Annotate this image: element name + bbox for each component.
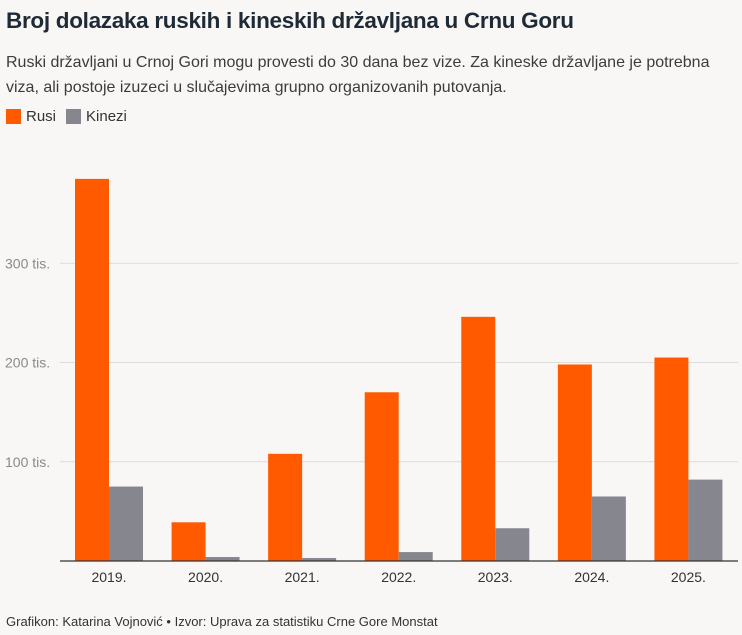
bar-kinezi-2022 [398,552,433,561]
legend: Rusi Kinezi [6,108,137,125]
legend-swatch-rusi [6,109,21,124]
bar-rusi-2025 [654,357,689,561]
bar-kinezi-2019 [109,486,143,561]
x-tick-label: 2020. [188,569,223,585]
bar-rusi-2022 [364,392,399,561]
bar-kinezi-2021 [302,558,337,561]
chart-subtitle: Ruski državljani u Crnoj Gori mogu prove… [6,54,710,96]
bar-rusi-2020 [171,522,206,561]
bar-kinezi-2024 [591,496,626,561]
bar-rusi-2024 [557,364,592,561]
bar-rusi-2019 [75,178,109,561]
bar-kinezi-2020 [205,557,240,561]
footer-credit: Grafikon: Katarina Vojnović • Izvor: Upr… [6,614,438,629]
bar-kinezi-2025 [688,479,723,561]
x-tick-label: 2022. [381,569,416,585]
bar-rusi-2023 [461,316,496,561]
x-tick-label: 2023. [478,569,513,585]
y-tick-label: 300 tis. [5,255,50,271]
legend-label-rusi: Rusi [26,108,57,125]
x-tick-label: 2021. [285,569,320,585]
bar-kinezi-2023 [495,528,530,561]
y-tick-label: 100 tis. [5,454,50,470]
legend-swatch-kinezi [66,109,82,124]
bar-chart: 100 tis. 200 tis. 300 tis. 2019. 2020. 2021. 2… [5,178,738,585]
chart-title: Broj dolazaka ruskih i kineskih državlja… [6,8,574,33]
x-tick-label: 2019. [91,569,126,585]
x-tick-label: 2025. [671,569,706,585]
legend-item-rusi: Rusi [6,108,56,125]
legend-label-kinezi: Kinezi [86,108,127,125]
x-tick-label: 2024. [574,569,609,585]
legend-item-kinezi: Kinezi [66,108,127,125]
bar-rusi-2021 [268,453,303,561]
y-tick-label: 200 tis. [5,355,50,371]
